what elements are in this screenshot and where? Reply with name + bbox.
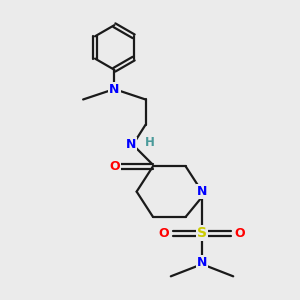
Text: N: N <box>197 185 207 198</box>
Text: O: O <box>159 227 169 240</box>
Text: O: O <box>235 227 245 240</box>
Text: N: N <box>125 138 136 151</box>
Text: S: S <box>197 226 207 240</box>
Text: H: H <box>145 136 155 149</box>
Text: N: N <box>109 82 119 96</box>
Text: O: O <box>109 160 120 173</box>
Text: N: N <box>197 256 207 269</box>
